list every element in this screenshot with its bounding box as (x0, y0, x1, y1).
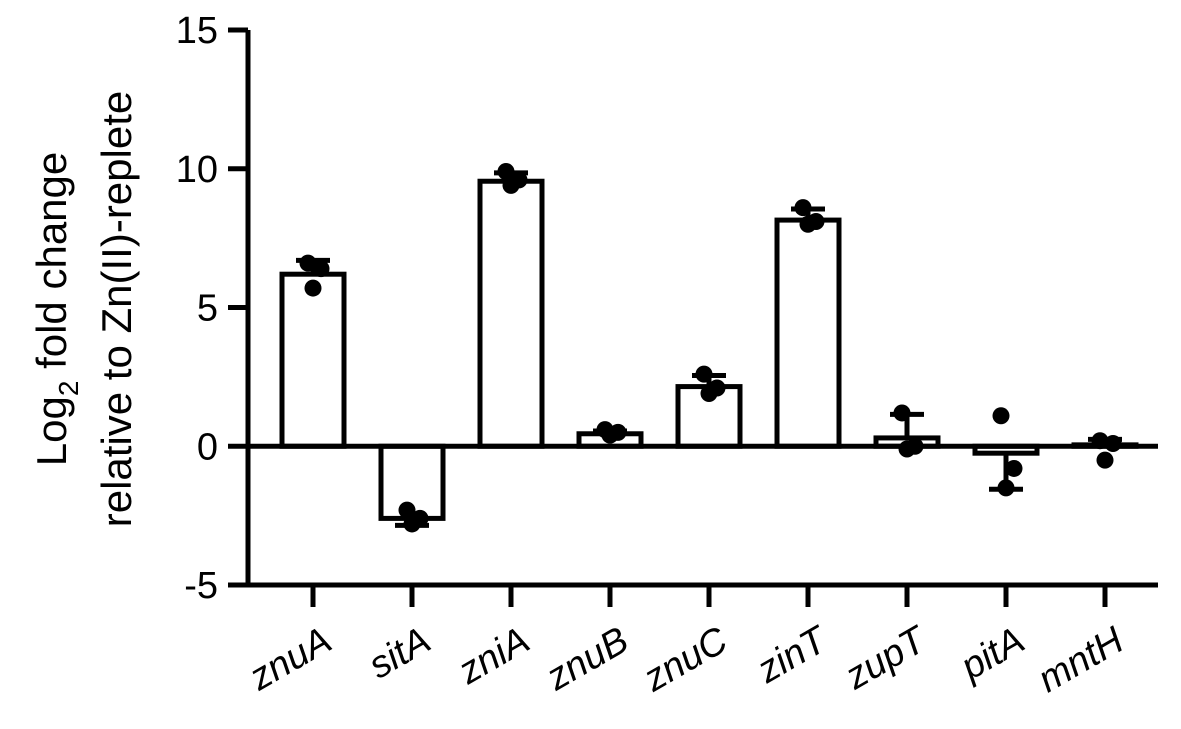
x-tick-label-pitA: pitA (953, 619, 1032, 689)
x-tick-label-zupT: zupT (838, 618, 935, 699)
x-tick-label-sitA: sitA (362, 619, 438, 687)
data-point-znuA (304, 279, 322, 297)
data-point-sitA (398, 501, 416, 519)
data-point-znuA (299, 254, 317, 272)
y-axis-label-log: Log (28, 396, 75, 466)
y-axis-label-line-2: relative to Zn(II)-replete (93, 91, 140, 528)
data-points (299, 163, 1122, 533)
x-tick-label-zniA: zniA (451, 619, 537, 693)
data-point-pitA (1005, 459, 1023, 477)
y-tick-label: 0 (197, 426, 218, 468)
data-point-zinT (799, 215, 817, 233)
data-point-pitA (992, 407, 1010, 425)
x-tick-label-znuC: znuC (636, 619, 735, 701)
data-point-mntH (1104, 434, 1122, 452)
y-axis-label-subscript: 2 (53, 381, 84, 397)
x-tick-label-mntH: mntH (1031, 619, 1131, 701)
y-axis-label: Log2 fold change relative to Zn(II)-repl… (28, 91, 140, 528)
y-axis-label-line-1: Log2 fold change (28, 152, 84, 467)
x-tick-label-znuB: znuB (539, 619, 636, 699)
data-point-znuA (312, 260, 330, 278)
y-tick-label: 15 (176, 10, 218, 52)
bar-zinT (774, 217, 842, 449)
y-tick-label: 10 (176, 149, 218, 191)
x-axis: znuA sitA zniA znuB znuC zinT zupT pitA mntH (242, 582, 1158, 701)
data-point-znuB (601, 426, 619, 444)
y-axis: -5 0 5 10 15 (176, 10, 251, 607)
y-tick-label: -5 (184, 565, 218, 607)
data-point-mntH (1091, 432, 1109, 450)
y-axis-label-fold-change: fold change (28, 152, 75, 381)
data-point-zniA (497, 163, 515, 181)
data-point-zinT (794, 199, 812, 217)
data-point-zupT (898, 440, 916, 458)
data-point-sitA (403, 515, 421, 533)
data-point-zupT (893, 404, 911, 422)
bar-zniA (477, 178, 545, 449)
data-point-znuC (695, 365, 713, 383)
x-tick-label-zinT: zinT (750, 618, 836, 692)
x-tick-label-znuA: znuA (242, 619, 339, 699)
data-point-zniA (502, 176, 520, 194)
data-point-mntH (1096, 451, 1114, 469)
data-point-znuC (700, 385, 718, 403)
y-tick-label: 5 (197, 288, 218, 330)
data-point-pitA (997, 479, 1015, 497)
bar-znuA (279, 271, 347, 449)
